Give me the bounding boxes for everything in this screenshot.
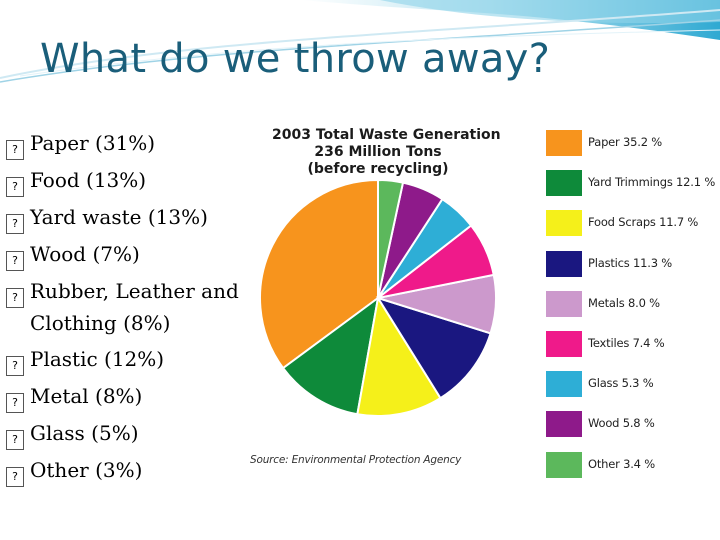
legend-item: Metals 8.0 % [546,290,718,318]
legend-swatch [546,411,582,438]
legend-item: Wood 5.8 % [546,411,718,438]
legend-item: Paper 35.2 % [546,130,718,157]
bullet-text: Paper (31%) [30,131,156,155]
bullet-text: Wood (7%) [30,242,140,266]
pie-slice-8 [377,178,405,299]
legend-item: Plastics 11.3 % [546,250,718,278]
legend-swatch [546,170,582,197]
slide-title: What do we throw away? [40,36,551,82]
legend-label: Yard Trimmings 12.1 % [588,175,716,190]
legend-swatch [546,130,582,156]
legend-item: Glass 5.3 % [546,371,718,398]
missing-glyph-icon: ? [6,467,24,487]
pie-slice-2 [356,295,442,417]
legend-label: Metals 8.0 % [588,295,660,310]
bullet-text: Metal (8%) [30,384,143,408]
bullet-text: Glass (5%) [30,421,139,445]
bullet-item: ? Food (13%) [6,165,256,197]
legend-item: Other 3.4 % [546,451,718,479]
legend-item: Textiles 7.4 % [546,331,718,358]
bullet-text: Rubber, Leather and Clothing (8%) [30,279,239,335]
pie-slice-3 [375,296,492,400]
bullet-item: ? Yard waste (13%) [6,202,256,234]
bullet-text: Other (3%) [30,458,143,482]
bullet-item: ? Glass (5%) [6,418,256,450]
chart-title: 2003 Total Waste Generation 236 Million … [272,127,501,178]
legend-label: Textiles 7.4 % [588,336,665,350]
legend-label: Food Scraps 11.7 % [588,215,699,230]
missing-glyph-icon: ? [6,177,24,197]
legend-item: Food Scraps 11.7 % [546,210,718,237]
bullet-item: ? Other (3%) [6,455,256,487]
bullet-item: ? Wood (7%) [6,239,256,271]
legend-label: Paper 35.2 % [588,135,663,149]
bullet-list: ? Paper (31%) ? Food (13%) ? Yard waste (13… [6,128,256,492]
legend-item: Yard Trimmings 12.1 % [546,170,718,197]
legend-label: Glass 5.3 % [588,376,654,391]
bullet-text: Plastic (12%) [30,347,165,371]
bullet-item: ? Rubber, Leather and Clothing (8%) [6,276,256,339]
missing-glyph-icon: ? [6,430,24,450]
legend-swatch [546,371,582,398]
legend-swatch [546,451,582,478]
chart-title-line: 2003 Total Waste Generation [272,127,501,143]
bullet-item: ? Plastic (12%) [6,344,256,376]
bullet-item: ? Metal (8%) [6,381,256,413]
missing-glyph-icon: ? [6,393,24,413]
legend-swatch [546,250,582,277]
missing-glyph-icon: ? [6,251,24,271]
chart-source: Source: Environmental Protection Agency [250,454,462,466]
bullet-item: ? Paper (31%) [6,128,256,160]
missing-glyph-icon: ? [6,288,24,308]
header-wave-decoration [0,0,720,83]
legend-label: Wood 5.8 % [588,416,655,431]
pie-slice-0 [259,178,379,370]
legend-swatch [546,290,582,317]
legend-swatch [546,331,582,357]
bullet-text: Food (13%) [30,168,147,192]
bullet-text: Yard waste (13%) [30,205,208,229]
chart-title-line: 236 Million Tons [314,144,442,160]
legend-label: Plastics 11.3 % [588,255,673,270]
pie-chart [259,178,497,417]
missing-glyph-icon: ? [6,140,24,160]
legend-label: Other 3.4 % [588,456,655,471]
pie-slice-1 [281,295,380,416]
missing-glyph-icon: ? [6,214,24,234]
missing-glyph-icon: ? [6,356,24,376]
legend-swatch [546,210,582,237]
chart-title-line: (before recycling) [307,161,449,177]
